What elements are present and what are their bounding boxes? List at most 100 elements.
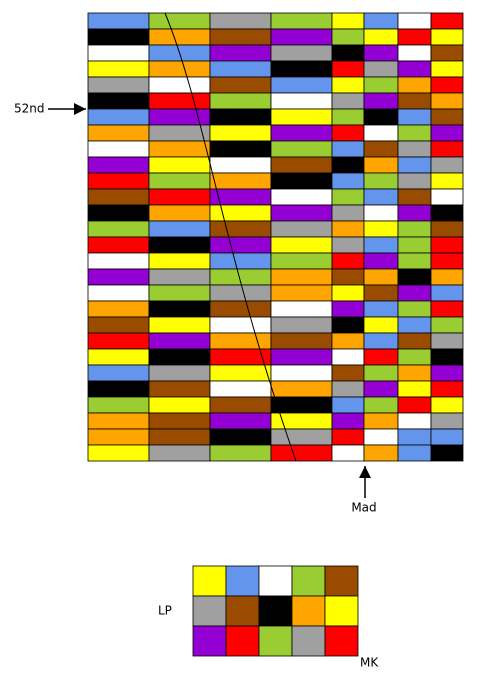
cell [87,364,150,382]
cell [87,124,150,142]
cell [430,236,464,254]
cell [148,412,211,430]
cell [87,220,150,238]
cell [397,300,432,318]
cell [291,625,326,657]
cell [270,188,333,206]
cell [270,44,333,62]
cell [331,28,365,46]
cell [397,140,432,158]
cell [397,156,432,174]
cell [270,12,333,30]
cell [148,188,211,206]
cell [331,76,365,94]
cell [430,92,464,110]
cell [209,236,272,254]
cell [331,188,365,206]
cell [209,428,272,446]
cell [148,300,211,318]
cell [148,364,211,382]
cell [270,92,333,110]
cell [87,412,150,430]
cell [363,124,399,142]
cell [397,76,432,94]
cell [225,565,260,597]
cell [270,316,333,334]
cell [87,140,150,158]
cell [363,60,399,78]
cell [363,92,399,110]
cell [87,268,150,286]
cell [270,28,333,46]
cell [87,92,150,110]
cell [430,252,464,270]
cell [209,332,272,350]
cell [148,60,211,78]
cell [363,252,399,270]
curve [164,12,297,462]
cell [430,364,464,382]
cell [270,220,333,238]
cell [209,124,272,142]
cell [363,332,399,350]
cell [430,156,464,174]
cell [270,252,333,270]
cell [363,140,399,158]
cell [148,172,211,190]
cell [397,60,432,78]
cell [397,124,432,142]
cell [363,444,399,462]
cell [397,92,432,110]
column-marker-label: Mad [351,501,376,515]
cell [209,172,272,190]
cell [430,76,464,94]
cell [363,204,399,222]
cell [363,364,399,382]
cell [331,108,365,126]
cell [331,268,365,286]
cell [87,204,150,222]
cell [331,252,365,270]
cell [397,252,432,270]
cell [225,595,260,627]
cell [363,348,399,366]
cell [430,268,464,286]
cell [331,92,365,110]
cell [291,595,326,627]
cell [397,380,432,398]
cell [430,12,464,30]
key-left-label: LP [158,604,172,618]
cell [331,332,365,350]
cell [331,156,365,174]
cell [324,565,359,597]
cell [209,284,272,302]
cell [148,332,211,350]
cell [331,428,365,446]
cell [331,60,365,78]
cell [209,204,272,222]
cell [270,348,333,366]
cell [430,140,464,158]
cell [209,156,272,174]
cell [397,348,432,366]
cell [397,188,432,206]
cell [209,108,272,126]
cell [209,364,272,382]
cell [430,348,464,366]
cell [363,380,399,398]
cell [270,444,333,462]
cell [363,236,399,254]
cell [209,316,272,334]
cell [270,60,333,78]
cell [209,12,272,30]
cell [331,12,365,30]
cell [258,565,293,597]
cell [397,204,432,222]
cell [270,364,333,382]
cell [397,332,432,350]
cell [331,236,365,254]
cell [270,76,333,94]
cell [430,172,464,190]
cell [87,60,150,78]
cell [270,268,333,286]
